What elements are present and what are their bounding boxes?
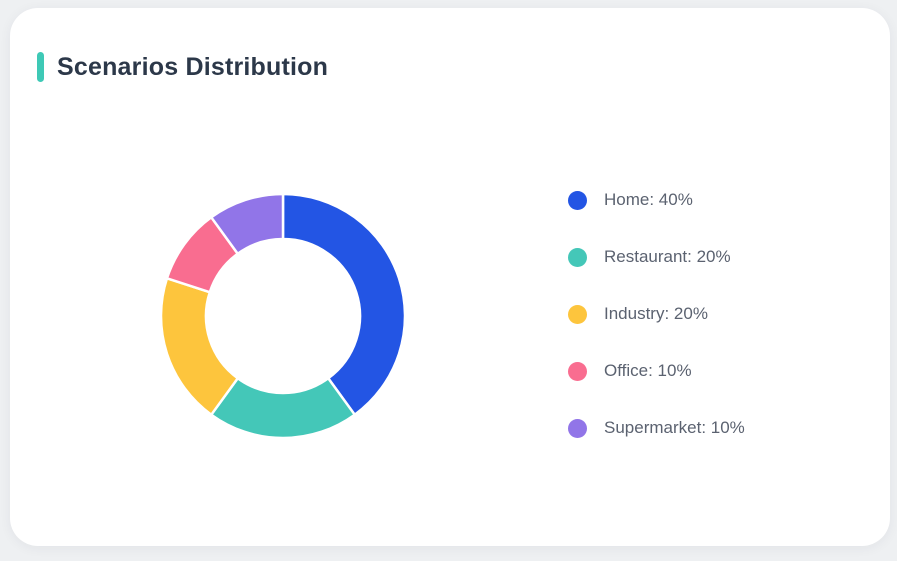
chart-legend: Home: 40% Restaurant: 20% Industry: 20% … [568,190,745,475]
scenarios-distribution-card: Scenarios Distribution Home: 40% Restaur… [10,8,890,546]
legend-label-restaurant: Restaurant: 20% [604,247,731,266]
card-header: Scenarios Distribution [37,52,328,82]
legend-dot-industry [568,304,587,324]
legend-dot-office [568,361,587,381]
legend-label-office: Office: 10% [604,361,692,380]
legend-label-home: Home: 40% [604,190,693,209]
legend-dot-supermarket [568,418,587,438]
legend-label-supermarket: Supermarket: 10% [604,418,745,437]
donut-chart[interactable] [157,190,409,442]
page-title: Scenarios Distribution [57,52,329,81]
legend-label-industry: Industry: 20% [604,304,708,323]
donut-chart-svg [159,192,407,440]
legend-item-office[interactable]: Office: 10% [568,361,745,381]
legend-dot-home [568,190,587,210]
legend-item-restaurant[interactable]: Restaurant: 20% [568,247,745,267]
legend-dot-restaurant [568,247,587,267]
title-accent-bar [37,52,44,82]
legend-item-industry[interactable]: Industry: 20% [568,304,745,324]
legend-item-home[interactable]: Home: 40% [568,190,745,210]
legend-item-supermarket[interactable]: Supermarket: 10% [568,418,745,438]
